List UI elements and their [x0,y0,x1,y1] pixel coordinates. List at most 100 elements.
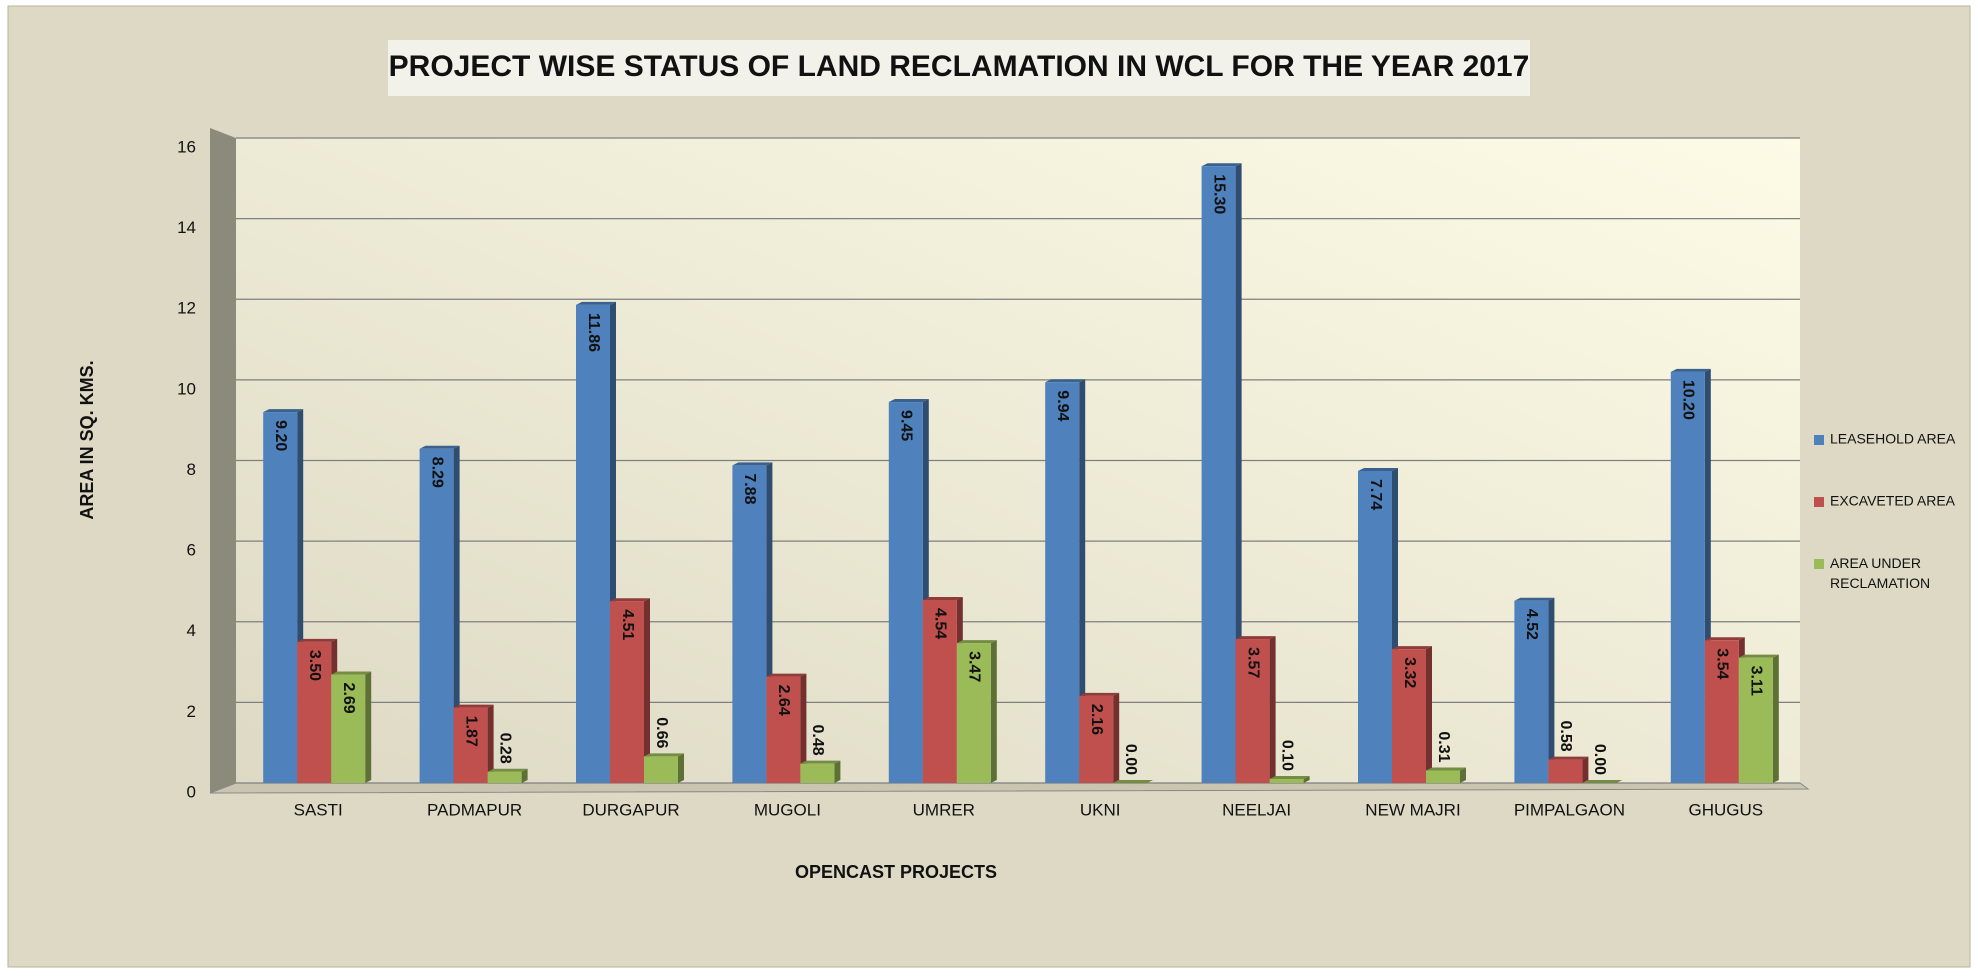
y-tick-label: 0 [187,782,196,801]
bar-top [1739,655,1779,658]
bar [488,772,522,783]
bar-side [1426,646,1432,783]
x-tick-label: UKNI [1080,800,1121,819]
bar-top [297,639,337,642]
bar-side [1270,636,1276,783]
bar-top [1113,780,1153,783]
data-label: 9.94 [1054,390,1071,421]
x-tick-label: DURGAPUR [582,800,679,819]
bar-top [1358,468,1398,471]
bar-side [1773,655,1779,783]
y-tick-label: 14 [177,218,196,237]
data-label: 10.20 [1680,380,1697,420]
bar-top [732,462,772,465]
x-tick-label: GHUGUS [1688,800,1763,819]
bar-side [991,640,997,783]
data-label: 4.51 [619,609,636,640]
data-label: 3.54 [1714,648,1731,679]
bar [1426,771,1460,783]
bar [644,756,678,783]
bar-top [1548,757,1588,760]
y-axis-label: AREA IN SQ. KMS. [77,360,97,519]
data-label: 2.64 [775,685,792,716]
bar-top [1671,369,1711,372]
bar [1671,372,1705,783]
data-label: 0.00 [1122,744,1139,775]
bar-side [678,753,684,783]
y-tick-label: 2 [187,702,196,721]
bar-top [644,753,684,756]
bar-top [1582,780,1622,783]
bar-top [1045,379,1085,382]
data-label: 2.69 [340,683,357,714]
legend-swatch [1814,559,1824,569]
bar [1358,471,1392,783]
legend-label: LEASEHOLD AREA [1830,431,1956,447]
bar [263,412,297,783]
data-label: 8.29 [428,457,445,488]
bar-side [1113,693,1119,783]
data-label: 11.86 [585,313,602,352]
y-tick-label: 10 [177,379,196,398]
data-label: 0.28 [496,733,513,764]
bar-top [454,705,494,708]
data-label: 4.54 [932,608,949,639]
bar-top [957,640,997,643]
bar [576,305,610,783]
bar-top [1514,598,1554,601]
x-tick-label: NEELJAI [1222,800,1291,819]
y-tick-label: 8 [187,460,196,479]
data-label: 9.45 [898,410,915,441]
data-label: 0.66 [653,717,670,748]
data-label: 3.47 [966,651,983,682]
data-label: 0.31 [1435,731,1452,762]
bar [1270,779,1304,783]
y-tick-label: 12 [177,299,196,318]
bar-top [1202,163,1242,166]
legend-swatch [1814,435,1824,445]
x-tick-label: NEW MAJRI [1365,800,1460,819]
bar-top [1079,693,1119,696]
bar-side [1582,757,1588,783]
data-label: 0.00 [1591,744,1608,775]
bar [1548,760,1582,783]
bar-top [923,597,963,600]
data-label: 1.87 [462,716,479,747]
x-tick-label: PADMAPUR [427,800,522,819]
bar-top [576,302,616,305]
x-tick-label: SASTI [294,800,343,819]
x-tick-label: PIMPALGAON [1514,800,1625,819]
bar-top [1392,646,1432,649]
bar [800,764,834,783]
bar-top [610,598,650,601]
bar-top [420,446,460,449]
bar-top [800,761,840,764]
data-label: 0.58 [1557,720,1574,751]
x-tick-label: UMRER [913,800,975,819]
data-label: 3.50 [306,650,323,681]
bar-side [365,672,371,783]
data-label: 9.20 [272,420,289,451]
bar-side [1548,598,1554,783]
data-label: 15.30 [1210,174,1227,214]
bar [732,465,766,783]
data-label: 2.16 [1088,704,1105,735]
data-label: 0.48 [809,725,826,756]
bar [1045,382,1079,783]
data-label: 4.52 [1523,609,1540,640]
legend-swatch [1814,497,1824,507]
data-label: 0.10 [1278,740,1295,771]
bar-top [263,409,303,412]
data-label: 3.32 [1401,657,1418,688]
bar [420,449,454,783]
bar-top [1236,636,1276,639]
legend-label: EXCAVETED AREA [1830,493,1956,509]
bar [1202,166,1236,783]
y-tick-label: 6 [187,541,196,560]
x-tick-label: MUGOLI [754,800,821,819]
data-label: 7.88 [741,473,758,504]
side-wall [210,128,236,793]
data-label: 7.74 [1367,479,1384,510]
x-axis-label: OPENCAST PROJECTS [795,862,997,882]
